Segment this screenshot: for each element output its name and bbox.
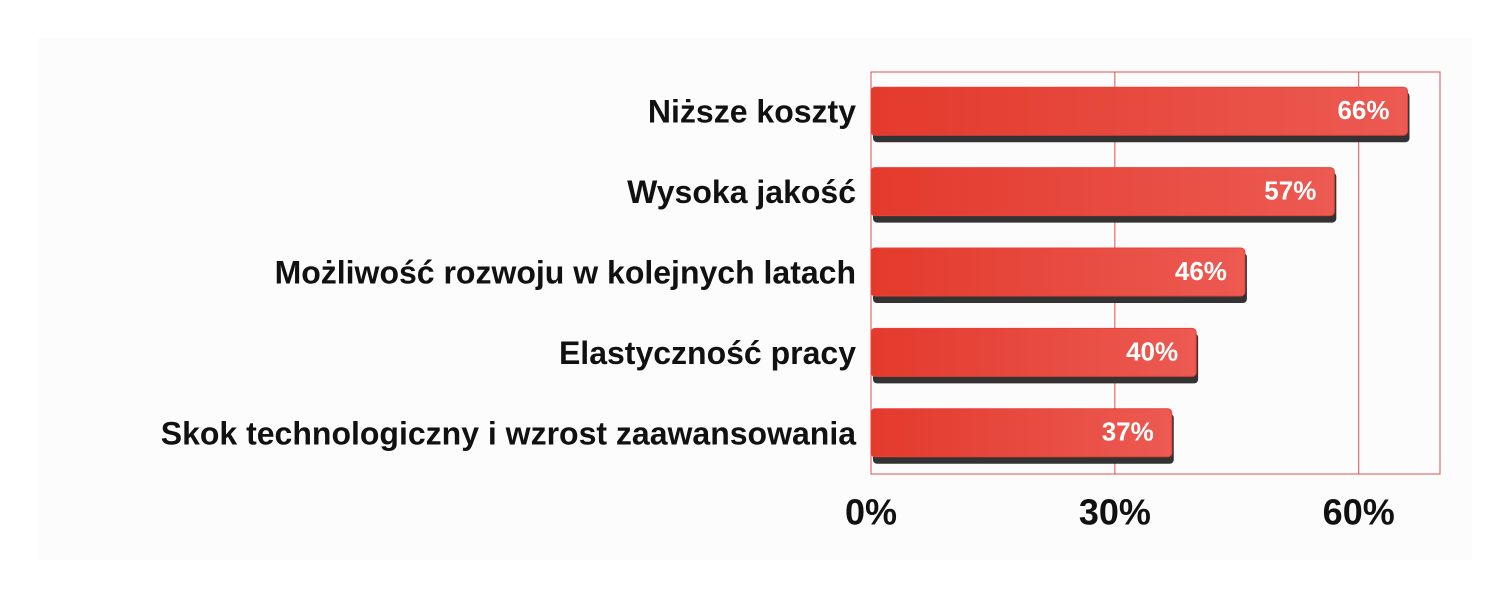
value-label: 66% <box>1337 95 1389 125</box>
value-label: 37% <box>1102 417 1154 447</box>
y-tick-label: Możliwość rozwoju w kolejnych latach <box>275 254 856 290</box>
x-tick-label: 30% <box>1079 492 1151 533</box>
y-tick-label: Niższe koszty <box>648 94 856 130</box>
bar <box>870 408 1173 458</box>
bar <box>870 86 1408 136</box>
y-tick-label: Wysoka jakość <box>627 174 856 210</box>
value-label: 57% <box>1264 175 1316 205</box>
value-label: 46% <box>1175 256 1227 286</box>
bar <box>870 167 1335 217</box>
x-tick-label: 60% <box>1323 492 1395 533</box>
y-tick-label: Elastyczność pracy <box>559 335 856 371</box>
x-tick-label: 0% <box>845 492 897 533</box>
y-tick-label: Skok technologiczny i wzrost zaawansowan… <box>161 415 856 451</box>
value-label: 40% <box>1126 336 1178 366</box>
bar <box>870 247 1246 297</box>
bar <box>870 327 1197 377</box>
